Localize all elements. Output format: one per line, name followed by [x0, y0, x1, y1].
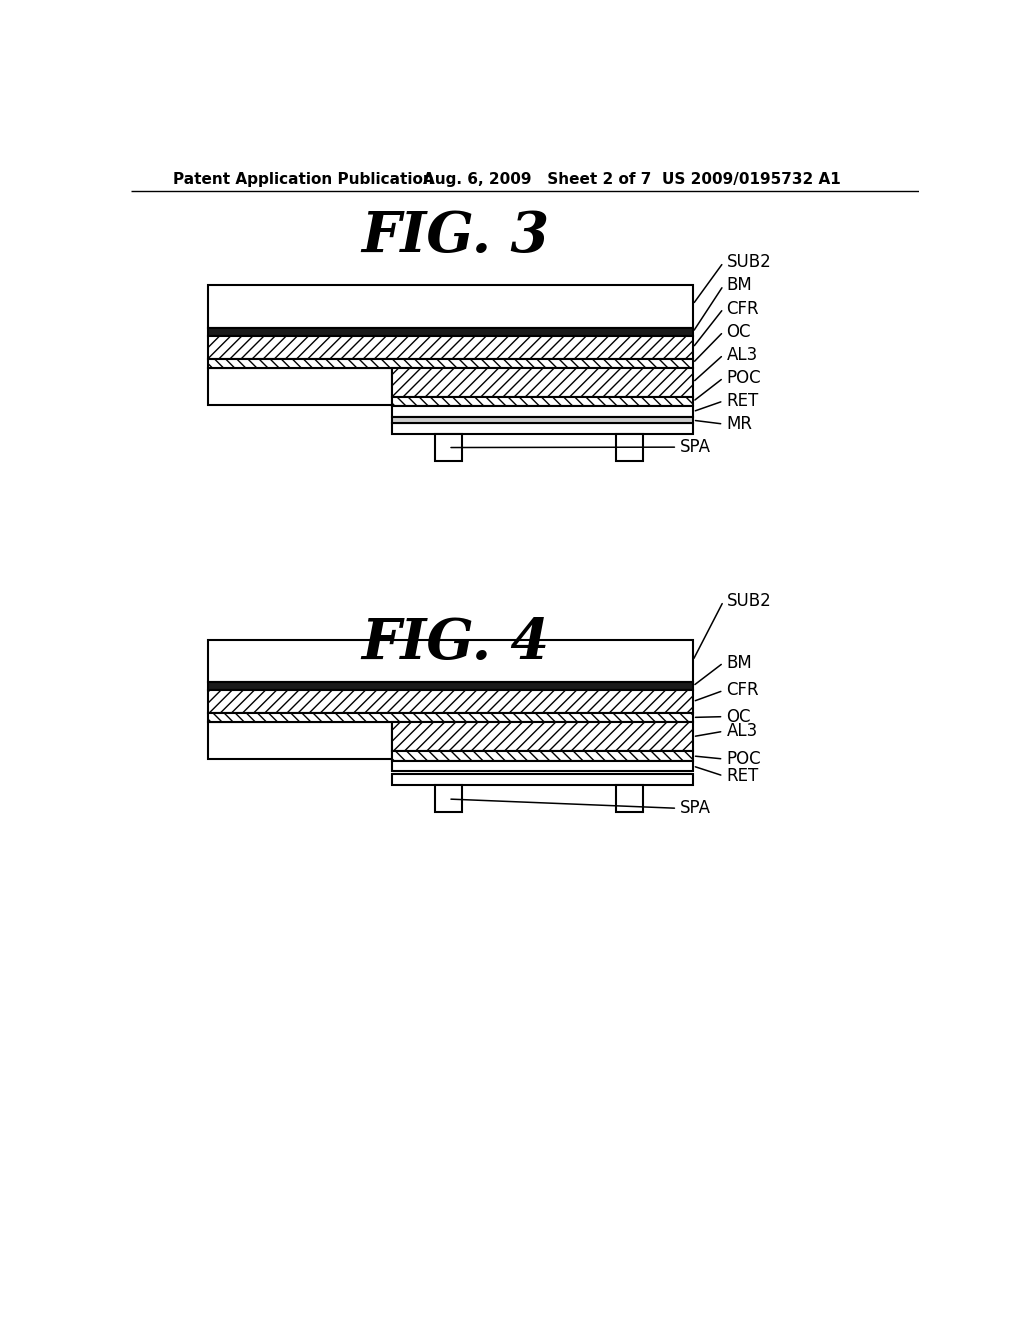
- Bar: [208, 722, 392, 759]
- Text: AL3: AL3: [727, 346, 758, 364]
- Bar: [615, 785, 643, 812]
- Bar: [435, 785, 462, 812]
- Text: Aug. 6, 2009   Sheet 2 of 7: Aug. 6, 2009 Sheet 2 of 7: [423, 172, 651, 186]
- Text: SPA: SPA: [680, 800, 712, 817]
- Text: MR: MR: [727, 414, 753, 433]
- Text: SPA: SPA: [680, 438, 712, 457]
- Bar: [208, 682, 692, 690]
- Bar: [208, 640, 692, 682]
- Bar: [208, 285, 692, 327]
- Text: US 2009/0195732 A1: US 2009/0195732 A1: [662, 172, 841, 186]
- Bar: [392, 424, 692, 434]
- Text: BM: BM: [727, 653, 753, 672]
- Text: BM: BM: [727, 276, 753, 294]
- Text: FIG. 4: FIG. 4: [361, 616, 550, 671]
- Text: CFR: CFR: [727, 681, 759, 700]
- Bar: [208, 690, 692, 713]
- Text: POC: POC: [727, 750, 761, 768]
- Text: OC: OC: [727, 708, 751, 726]
- Bar: [392, 368, 692, 397]
- Bar: [208, 368, 392, 405]
- Bar: [392, 397, 692, 407]
- Bar: [392, 751, 692, 760]
- Text: RET: RET: [727, 392, 759, 411]
- Text: AL3: AL3: [727, 722, 758, 741]
- Bar: [615, 434, 643, 461]
- Bar: [208, 327, 692, 337]
- Text: RET: RET: [727, 767, 759, 785]
- Text: Patent Application Publication: Patent Application Publication: [173, 172, 433, 186]
- Text: CFR: CFR: [727, 300, 759, 318]
- Text: OC: OC: [727, 322, 751, 341]
- Text: SUB2: SUB2: [727, 593, 771, 610]
- Bar: [208, 337, 692, 359]
- Bar: [435, 434, 462, 461]
- Bar: [392, 760, 692, 771]
- Bar: [392, 775, 692, 785]
- Bar: [208, 359, 692, 368]
- Bar: [392, 407, 692, 417]
- Bar: [392, 417, 692, 424]
- Text: POC: POC: [727, 368, 761, 387]
- Bar: [392, 722, 692, 751]
- Text: SUB2: SUB2: [727, 253, 771, 272]
- Text: FIG. 3: FIG. 3: [361, 210, 550, 264]
- Bar: [208, 713, 692, 722]
